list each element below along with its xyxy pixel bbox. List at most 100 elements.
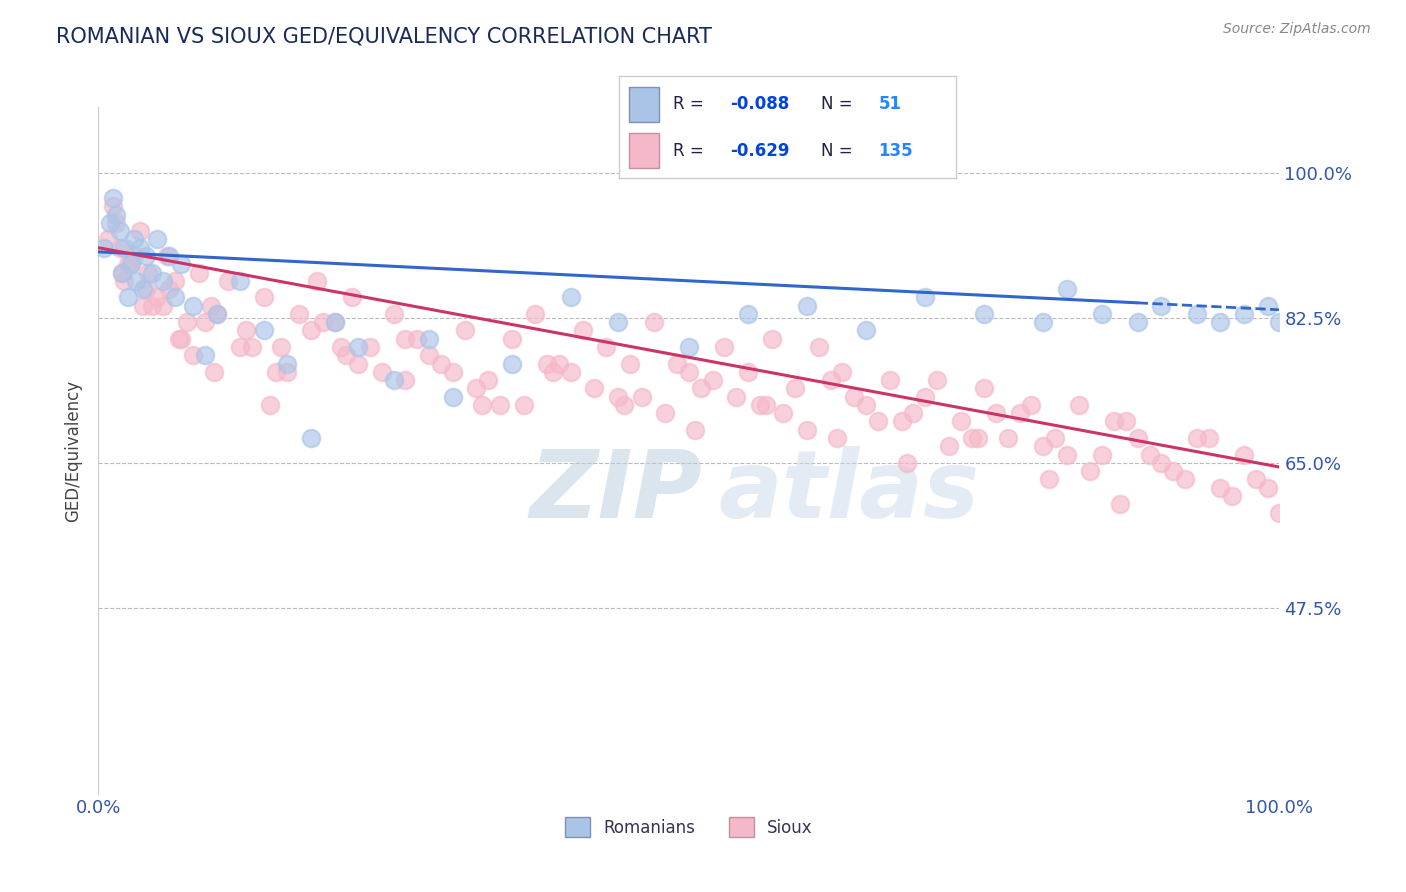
Point: [121, 257, 143, 271]
Point: [524, 307, 547, 321]
Point: [117, 257, 139, 271]
Point: [235, 323, 257, 337]
Text: N =: N =: [821, 95, 858, 113]
Point: [122, 249, 145, 263]
Point: [1161, 464, 1184, 478]
Point: [347, 340, 370, 354]
Point: [560, 290, 582, 304]
Point: [595, 340, 617, 354]
Point: [465, 381, 488, 395]
Point: [820, 373, 842, 387]
Point: [737, 365, 759, 379]
Text: 51: 51: [879, 95, 901, 113]
Point: [855, 398, 877, 412]
Point: [678, 365, 700, 379]
Point: [288, 307, 311, 321]
Point: [135, 282, 157, 296]
Point: [157, 282, 180, 296]
Point: [1056, 448, 1078, 462]
Point: [755, 398, 778, 412]
Point: [725, 390, 748, 404]
Point: [1198, 431, 1220, 445]
Point: [973, 381, 995, 395]
Point: [111, 266, 134, 280]
Point: [276, 365, 298, 379]
Point: [1102, 415, 1125, 429]
Point: [418, 332, 440, 346]
Point: [167, 332, 190, 346]
Point: [1257, 299, 1279, 313]
Point: [630, 390, 652, 404]
Point: [1209, 481, 1232, 495]
Point: [866, 415, 889, 429]
Point: [607, 315, 630, 329]
Point: [1150, 299, 1173, 313]
Point: [112, 274, 135, 288]
Point: [122, 232, 145, 246]
Point: [121, 257, 143, 271]
Point: [1091, 307, 1114, 321]
Point: [187, 266, 209, 280]
Point: [152, 299, 174, 313]
Point: [613, 398, 636, 412]
Point: [200, 299, 222, 313]
Point: [1109, 497, 1132, 511]
Point: [181, 348, 204, 362]
Point: [796, 299, 818, 313]
Point: [253, 323, 276, 337]
Point: [1185, 431, 1208, 445]
Point: [217, 274, 239, 288]
Point: [170, 332, 193, 346]
Point: [141, 299, 163, 313]
Point: [329, 340, 352, 354]
Point: [229, 340, 252, 354]
Point: [430, 357, 453, 371]
Point: [394, 332, 416, 346]
Point: [1080, 464, 1102, 478]
Point: [501, 332, 523, 346]
Text: atlas: atlas: [718, 446, 980, 538]
Point: [1233, 448, 1256, 462]
Point: [903, 406, 925, 420]
Point: [607, 390, 630, 404]
Point: [125, 274, 148, 288]
Point: [1139, 448, 1161, 462]
Point: [560, 365, 582, 379]
Point: [489, 398, 512, 412]
Point: [890, 415, 912, 429]
Point: [105, 216, 128, 230]
Point: [1032, 315, 1054, 329]
Point: [997, 431, 1019, 445]
Point: [1067, 398, 1090, 412]
Point: [536, 357, 558, 371]
Legend: Romanians, Sioux: Romanians, Sioux: [558, 810, 820, 844]
Point: [1209, 315, 1232, 329]
Point: [844, 390, 866, 404]
Point: [571, 323, 593, 337]
Point: [146, 290, 169, 304]
Point: [202, 365, 225, 379]
Point: [748, 398, 770, 412]
Point: [1043, 431, 1066, 445]
Point: [453, 323, 475, 337]
Point: [1233, 307, 1256, 321]
Point: [312, 315, 335, 329]
Point: [276, 357, 298, 371]
Text: -0.629: -0.629: [730, 142, 790, 161]
Point: [541, 365, 564, 379]
Point: [441, 365, 464, 379]
Point: [548, 357, 571, 371]
Point: [181, 299, 204, 313]
Point: [394, 373, 416, 387]
Point: [176, 315, 198, 329]
Point: [170, 257, 193, 271]
Point: [512, 398, 534, 412]
Point: [643, 315, 665, 329]
Point: [477, 373, 499, 387]
Point: [93, 241, 115, 255]
Point: [1268, 315, 1291, 329]
Point: [914, 290, 936, 304]
Point: [984, 406, 1007, 420]
Point: [761, 332, 783, 346]
Point: [205, 307, 228, 321]
